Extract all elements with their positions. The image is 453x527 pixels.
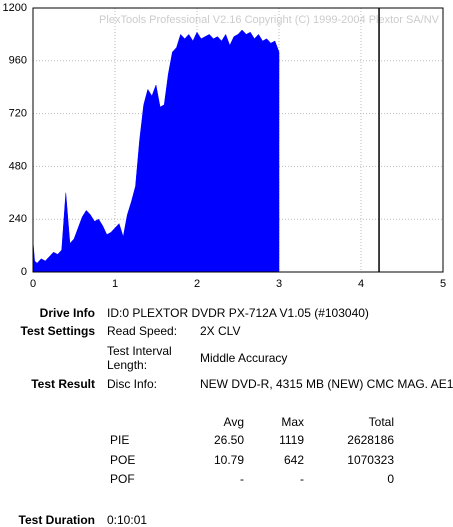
y-tick-label: 0 [21, 266, 27, 278]
x-tick-label: 2 [194, 278, 200, 290]
row-label: POF [110, 472, 135, 486]
x-tick-label: 3 [276, 278, 282, 290]
column-header: Total [368, 415, 394, 429]
cell: 0 [387, 472, 394, 486]
label: Test Interval Length: [107, 344, 172, 372]
label: Read Speed: [107, 324, 178, 338]
y-tick-label: 720 [9, 108, 27, 120]
label: Drive Info [39, 306, 95, 320]
cell: 10.79 [213, 452, 244, 467]
y-tick-label: 240 [9, 213, 27, 225]
row-label: PIE [110, 433, 130, 447]
label: Test Duration [18, 513, 95, 527]
cell: 642 [283, 452, 304, 467]
label: Disc Info: [107, 377, 158, 391]
x-tick-label: 5 [440, 278, 446, 290]
x-tick-label: 1 [112, 278, 118, 290]
cell: - [240, 472, 244, 486]
chart: PlexTools Professional V2.16 Copyright (… [3, 2, 447, 290]
column-header: Avg [223, 415, 244, 429]
y-tick-label: 960 [9, 55, 27, 67]
value: Middle Accuracy [200, 351, 288, 365]
cell: 2628186 [347, 433, 394, 447]
y-tick-label: 480 [9, 160, 27, 172]
cell: 26.50 [213, 433, 244, 447]
row-label: POE [110, 452, 136, 467]
data-area [32, 29, 280, 273]
x-tick-label: 0 [30, 278, 36, 290]
label: Test Result [31, 377, 95, 391]
value: ID:0 PLEXTOR DVDR PX-712A V1.05 (#103040… [107, 306, 369, 320]
value: 2X CLV [200, 324, 241, 338]
y-tick-label: 1200 [3, 2, 27, 14]
value: 0:10:01 [107, 513, 148, 527]
column-header: Max [281, 415, 304, 429]
value: NEW DVD-R, 4315 MB (NEW) CMC MAG. AE1 [200, 377, 453, 391]
x-tick-label: 4 [358, 278, 364, 290]
cell: 1070323 [347, 452, 394, 467]
cell: 1119 [279, 433, 304, 447]
cell: - [300, 472, 304, 486]
label: Test Settings [20, 324, 95, 338]
plot-frame [32, 7, 444, 273]
watermark: PlexTools Professional V2.16 Copyright (… [99, 14, 440, 26]
